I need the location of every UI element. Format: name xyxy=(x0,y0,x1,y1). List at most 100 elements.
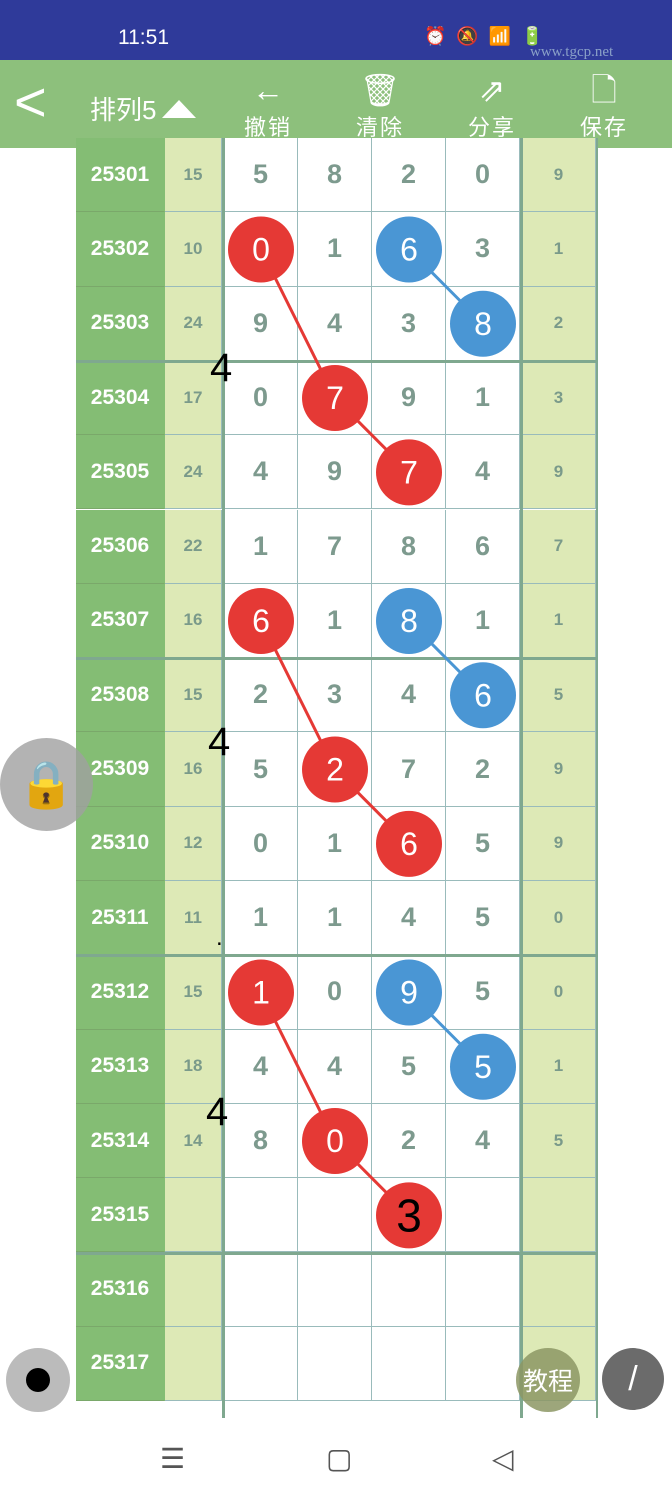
digit-cell[interactable] xyxy=(372,583,446,659)
digit-cell[interactable]: 1 xyxy=(298,583,372,659)
digit-cell[interactable]: 6 xyxy=(446,509,520,584)
last-cell: 9 xyxy=(522,138,596,213)
sum-cell xyxy=(165,1326,222,1402)
save-button[interactable]: 🗋 保存 xyxy=(564,70,644,142)
digit-cell[interactable]: 5 xyxy=(224,732,298,807)
digit-cell[interactable] xyxy=(298,1326,372,1402)
period-id: 25307 xyxy=(76,583,165,659)
digit-cell[interactable] xyxy=(298,360,372,436)
digit-cell[interactable]: 0 xyxy=(224,806,298,881)
home-icon[interactable]: ▢ xyxy=(326,1443,353,1474)
digit-cell[interactable] xyxy=(298,732,372,807)
last-cell: 1 xyxy=(522,212,596,287)
lock-button[interactable]: 🔒 xyxy=(0,738,93,831)
digit-cell[interactable] xyxy=(446,286,520,361)
digit-cell[interactable] xyxy=(372,806,446,881)
digit-cell[interactable]: 5 xyxy=(372,1029,446,1104)
last-cell: 9 xyxy=(522,806,596,881)
digit-cell[interactable]: 2 xyxy=(372,138,446,213)
digit-cell[interactable]: 4 xyxy=(298,1029,372,1104)
digit-cell[interactable] xyxy=(224,1178,298,1253)
digit-cell[interactable]: 8 xyxy=(298,138,372,213)
digit-cell[interactable]: 9 xyxy=(298,435,372,510)
digit-cell[interactable] xyxy=(224,212,298,287)
digit-cell[interactable]: 3 xyxy=(446,212,520,287)
digit-cell[interactable]: 4 xyxy=(372,658,446,733)
last-cell: 1 xyxy=(522,583,596,659)
digit-cell[interactable] xyxy=(298,1178,372,1253)
digit-cell[interactable]: 1 xyxy=(446,583,520,659)
digit-cell[interactable]: 2 xyxy=(372,1103,446,1179)
digit-cell[interactable] xyxy=(298,1252,372,1327)
digit-cell[interactable]: 2 xyxy=(224,658,298,733)
digit-cell[interactable]: 4 xyxy=(298,286,372,361)
digit-cell[interactable] xyxy=(372,435,446,510)
digit-cell[interactable] xyxy=(446,1326,520,1402)
digit-cell[interactable] xyxy=(372,1252,446,1327)
digit-cell[interactable] xyxy=(372,1178,446,1253)
menu-icon[interactable]: ☰ xyxy=(160,1443,186,1474)
digit-cell[interactable]: 7 xyxy=(372,732,446,807)
digit-cell[interactable] xyxy=(446,1252,520,1327)
digit-cell[interactable]: 5 xyxy=(446,806,520,881)
undo-arrow-icon: ← xyxy=(252,72,284,108)
digit-cell[interactable] xyxy=(372,212,446,287)
digit-cell[interactable]: 1 xyxy=(446,360,520,436)
digit-cell[interactable]: 8 xyxy=(372,509,446,584)
digit-cell[interactable]: 5 xyxy=(446,881,520,956)
period-id: 25301 xyxy=(76,138,165,213)
digit-cell[interactable] xyxy=(446,658,520,733)
digit-cell[interactable] xyxy=(224,955,298,1030)
digit-cell[interactable]: 4 xyxy=(446,1103,520,1179)
digit-cell[interactable] xyxy=(224,583,298,659)
digit-cell[interactable]: 1 xyxy=(298,212,372,287)
digit-cell[interactable]: 0 xyxy=(224,360,298,436)
digit-cell[interactable] xyxy=(224,1326,298,1402)
digit-cell[interactable]: 4 xyxy=(372,881,446,956)
trend-grid[interactable]: 25301 15 5 8 2 0 9 25302 10 1 3 1 25303 24 9 4 3 2 25304 17… xyxy=(76,138,598,1418)
digit-cell[interactable] xyxy=(446,1029,520,1104)
last-cell xyxy=(522,1252,596,1327)
digit-cell[interactable]: 7 xyxy=(298,509,372,584)
digit-cell[interactable]: 8 xyxy=(224,1103,298,1179)
digit-cell[interactable] xyxy=(298,1103,372,1179)
sum-cell: 12 xyxy=(165,806,222,881)
digit-cell[interactable]: 3 xyxy=(372,286,446,361)
digit-cell[interactable]: 4 xyxy=(224,1029,298,1104)
clear-button[interactable]: 🗑 清除 xyxy=(340,70,420,142)
digit-cell[interactable]: 5 xyxy=(224,138,298,213)
digit-cell[interactable]: 1 xyxy=(224,509,298,584)
period-id: 25302 xyxy=(76,212,165,287)
digit-cell[interactable]: 4 xyxy=(224,435,298,510)
digit-cell[interactable] xyxy=(372,1326,446,1402)
digit-cell[interactable] xyxy=(372,955,446,1030)
lottery-selector[interactable]: 排列5 xyxy=(90,90,197,127)
mute-icon: 🔕 xyxy=(456,26,479,46)
tutorial-button[interactable]: 教程 xyxy=(516,1348,580,1412)
period-id: 25306 xyxy=(76,509,165,584)
digit-cell[interactable]: 1 xyxy=(298,806,372,881)
undo-button[interactable]: ← 撤销 xyxy=(228,70,308,142)
digit-cell[interactable]: 1 xyxy=(298,881,372,956)
back-triangle-icon[interactable]: ◁ xyxy=(492,1443,514,1474)
digit-cell[interactable]: 4 xyxy=(446,435,520,510)
digit-cell[interactable]: 9 xyxy=(224,286,298,361)
share-button[interactable]: ⇗ 分享 xyxy=(452,70,532,142)
digit-cell[interactable]: 1 xyxy=(224,881,298,956)
clock: 11:51 xyxy=(118,26,169,49)
back-icon[interactable]: < xyxy=(14,70,47,133)
sum-cell: 17 xyxy=(165,360,222,436)
digit-cell[interactable]: 5 xyxy=(446,955,520,1030)
last-cell xyxy=(522,1178,596,1253)
digit-cell[interactable]: 0 xyxy=(298,955,372,1030)
digit-cell[interactable]: 0 xyxy=(446,138,520,213)
record-button[interactable] xyxy=(6,1348,70,1412)
sum-cell: 18 xyxy=(165,1029,222,1104)
annotation: 4 xyxy=(210,346,233,390)
draw-line-button[interactable]: / xyxy=(602,1348,664,1410)
digit-cell[interactable]: 3 xyxy=(298,658,372,733)
digit-cell[interactable] xyxy=(224,1252,298,1327)
digit-cell[interactable] xyxy=(446,1178,520,1253)
digit-cell[interactable]: 9 xyxy=(372,360,446,436)
digit-cell[interactable]: 2 xyxy=(446,732,520,807)
